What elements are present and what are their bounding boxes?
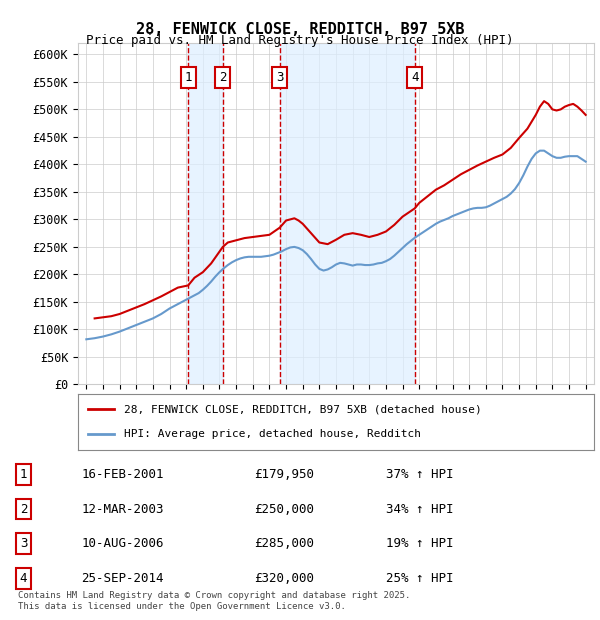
Text: HPI: Average price, detached house, Redditch: HPI: Average price, detached house, Redd… (124, 429, 421, 439)
Text: 4: 4 (411, 71, 418, 84)
Text: 28, FENWICK CLOSE, REDDITCH, B97 5XB (detached house): 28, FENWICK CLOSE, REDDITCH, B97 5XB (de… (124, 404, 482, 414)
Text: 28, FENWICK CLOSE, REDDITCH, B97 5XB: 28, FENWICK CLOSE, REDDITCH, B97 5XB (136, 22, 464, 37)
Text: 4: 4 (20, 572, 27, 585)
Text: 19% ↑ HPI: 19% ↑ HPI (386, 537, 454, 550)
Text: 1: 1 (184, 71, 192, 84)
Text: 2: 2 (20, 503, 27, 515)
Text: 34% ↑ HPI: 34% ↑ HPI (386, 503, 454, 515)
Text: 3: 3 (276, 71, 283, 84)
Text: 2: 2 (219, 71, 227, 84)
Text: 3: 3 (20, 537, 27, 550)
Text: 25-SEP-2014: 25-SEP-2014 (81, 572, 164, 585)
Text: 1: 1 (20, 468, 27, 481)
Text: 10-AUG-2006: 10-AUG-2006 (81, 537, 164, 550)
Text: 25% ↑ HPI: 25% ↑ HPI (386, 572, 454, 585)
Text: £250,000: £250,000 (254, 503, 314, 515)
Bar (188, 43, 223, 384)
Text: £320,000: £320,000 (254, 572, 314, 585)
Bar (280, 43, 415, 384)
Text: £179,950: £179,950 (254, 468, 314, 481)
Text: Price paid vs. HM Land Registry's House Price Index (HPI): Price paid vs. HM Land Registry's House … (86, 34, 514, 47)
Text: 12-MAR-2003: 12-MAR-2003 (81, 503, 164, 515)
Text: 37% ↑ HPI: 37% ↑ HPI (386, 468, 454, 481)
Text: 16-FEB-2001: 16-FEB-2001 (81, 468, 164, 481)
Text: £285,000: £285,000 (254, 537, 314, 550)
Text: Contains HM Land Registry data © Crown copyright and database right 2025.
This d: Contains HM Land Registry data © Crown c… (18, 591, 410, 611)
